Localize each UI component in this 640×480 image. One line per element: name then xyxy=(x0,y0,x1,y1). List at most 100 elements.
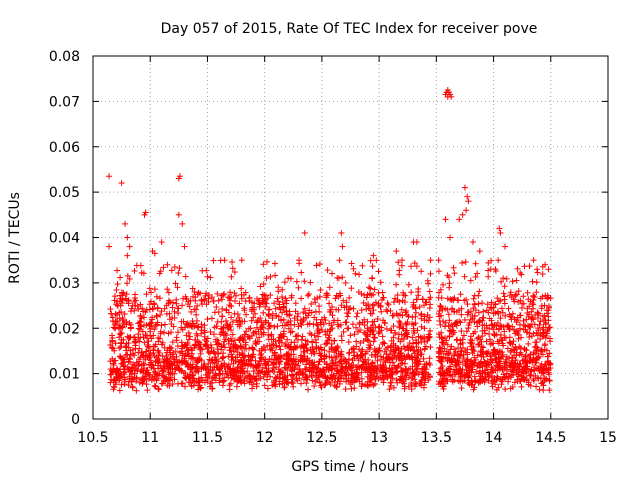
x-tick-label: 13 xyxy=(370,430,388,446)
data-point xyxy=(480,308,487,315)
data-point xyxy=(238,257,245,264)
data-point xyxy=(171,308,178,315)
data-point xyxy=(461,184,468,191)
data-point xyxy=(274,295,281,302)
data-point xyxy=(219,378,226,385)
x-tick-label: 12 xyxy=(256,430,274,446)
data-point xyxy=(399,257,405,264)
data-point xyxy=(260,281,267,288)
data-point xyxy=(259,291,266,298)
y-tick-label: 0.06 xyxy=(49,140,80,156)
data-point xyxy=(279,293,286,300)
data-point xyxy=(299,333,306,340)
data-point xyxy=(533,383,540,390)
data-point xyxy=(217,257,224,264)
x-tick-label: 14 xyxy=(485,430,503,446)
data-point xyxy=(243,311,250,318)
data-point xyxy=(345,310,352,317)
data-point xyxy=(308,300,315,307)
data-point xyxy=(369,302,376,309)
x-tick-label: 14.5 xyxy=(535,430,566,446)
data-point xyxy=(264,376,271,383)
x-tick-label: 11.5 xyxy=(192,430,223,446)
x-tick-label: 12.5 xyxy=(306,430,337,446)
data-point xyxy=(271,323,278,330)
data-point xyxy=(204,335,211,342)
data-point xyxy=(279,309,286,316)
data-point xyxy=(346,306,353,313)
data-point xyxy=(537,330,544,337)
data-point xyxy=(423,299,430,306)
data-point xyxy=(533,289,540,296)
data-point xyxy=(146,285,153,292)
data-point xyxy=(151,353,158,360)
data-point xyxy=(498,305,505,312)
data-point xyxy=(513,277,520,284)
x-tick-label: 15 xyxy=(599,430,617,446)
data-point xyxy=(369,263,376,270)
data-point xyxy=(184,322,191,329)
data-point xyxy=(460,332,467,339)
data-point xyxy=(498,278,505,285)
data-point xyxy=(155,386,162,393)
data-point xyxy=(308,331,315,338)
data-point xyxy=(208,315,215,322)
data-point xyxy=(137,301,144,308)
data-point xyxy=(160,264,167,271)
data-point xyxy=(387,307,394,314)
data-point xyxy=(351,349,358,356)
data-point xyxy=(182,273,189,280)
data-point xyxy=(287,275,294,282)
data-point xyxy=(347,332,354,339)
data-point xyxy=(313,339,320,346)
data-point xyxy=(524,289,531,296)
data-point xyxy=(448,93,455,100)
data-point xyxy=(176,265,183,272)
data-point xyxy=(459,211,466,218)
data-point xyxy=(442,216,449,223)
data-point xyxy=(254,295,261,302)
data-point xyxy=(390,312,397,319)
data-point xyxy=(179,220,186,227)
data-point xyxy=(486,331,493,338)
data-point xyxy=(158,341,165,348)
data-point xyxy=(284,311,291,318)
y-tick-label: 0.01 xyxy=(49,367,80,383)
x-tick-label: 11 xyxy=(141,430,159,446)
data-point xyxy=(472,356,479,363)
data-point xyxy=(126,275,133,282)
data-point xyxy=(483,338,490,345)
data-point xyxy=(114,281,121,288)
data-point xyxy=(348,385,355,392)
data-point xyxy=(375,330,382,337)
data-point xyxy=(449,296,456,303)
data-point xyxy=(229,354,236,361)
data-point xyxy=(412,313,419,320)
data-point xyxy=(248,317,255,324)
data-point xyxy=(316,261,323,268)
data-point xyxy=(467,277,474,284)
data-point xyxy=(442,319,449,326)
data-point xyxy=(348,285,355,292)
data-point xyxy=(109,345,116,352)
data-point xyxy=(271,260,278,267)
data-point xyxy=(546,387,553,394)
data-point xyxy=(441,323,448,330)
data-point xyxy=(370,252,377,259)
data-point xyxy=(301,229,308,236)
data-point xyxy=(310,321,317,328)
data-point xyxy=(124,280,131,287)
data-point xyxy=(133,387,140,394)
data-point xyxy=(354,310,361,317)
data-point xyxy=(458,305,465,312)
data-point xyxy=(261,382,268,389)
data-point xyxy=(227,380,234,387)
data-point xyxy=(357,339,364,346)
data-point xyxy=(311,332,318,339)
data-point xyxy=(107,306,114,313)
data-point xyxy=(338,337,345,344)
data-point xyxy=(342,386,349,393)
data-point xyxy=(285,325,292,332)
data-point xyxy=(204,273,211,280)
data-point xyxy=(336,257,343,264)
